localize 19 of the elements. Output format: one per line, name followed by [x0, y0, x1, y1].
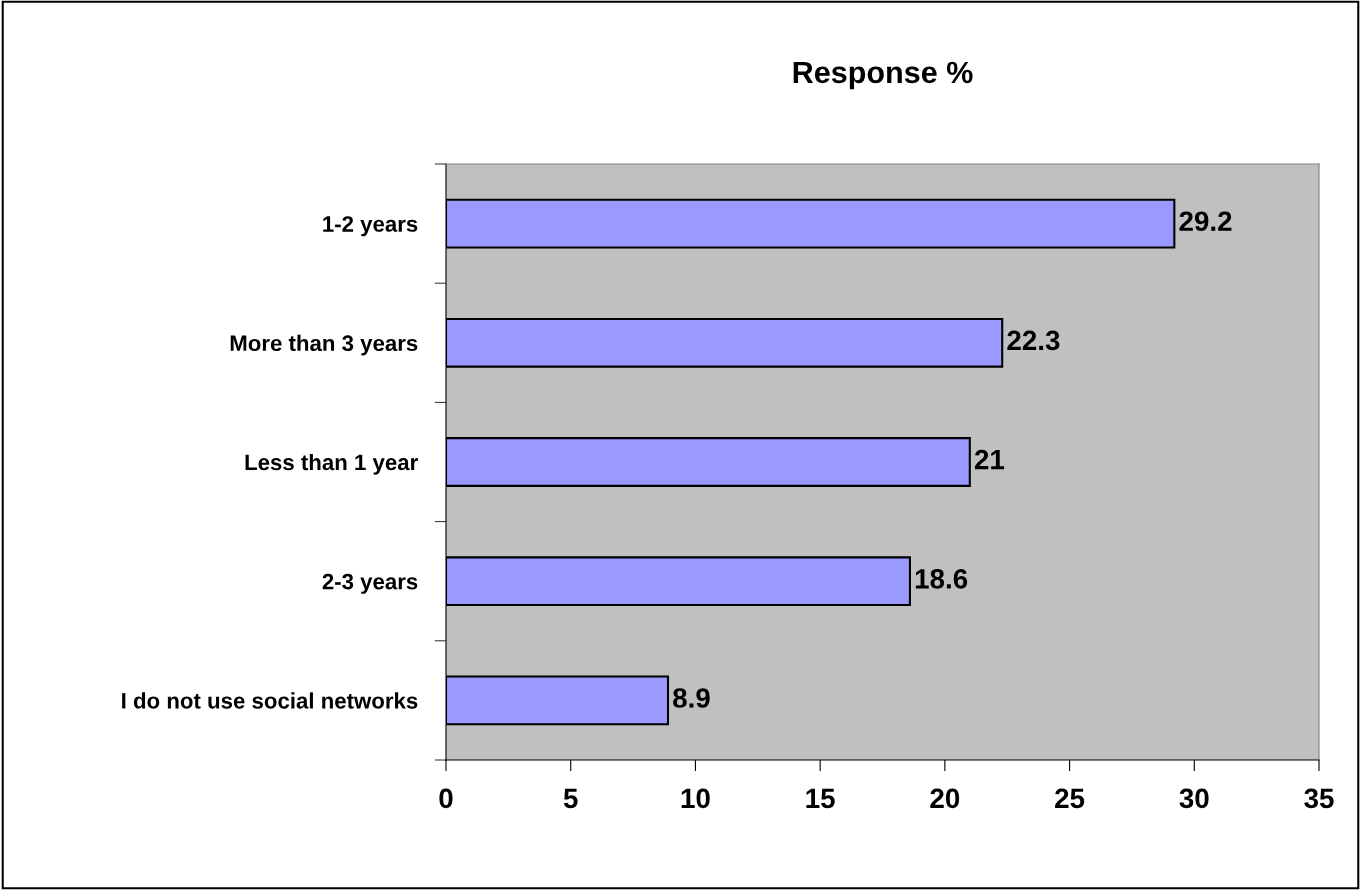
x-tick-label: 10	[681, 788, 710, 809]
x-tick-label: 20	[930, 788, 960, 809]
data-label: 8.9	[673, 688, 710, 708]
x-tick-label: 30	[1179, 788, 1209, 809]
y-tick-label: More than 3 years	[230, 334, 418, 356]
y-tick-label: I do not use social networks	[122, 692, 418, 709]
data-label: 18.6	[915, 568, 968, 589]
x-tick-label: 25	[1055, 788, 1085, 809]
data-label: 22.3	[1007, 330, 1060, 351]
data-label: 29.2	[1179, 211, 1232, 232]
x-tick-label: 35	[1304, 788, 1334, 809]
x-tick-label: 5	[563, 788, 578, 809]
y-tick-label: 1-2 years	[323, 216, 418, 237]
y-tick-label: Less than 1 year	[245, 453, 418, 475]
y-tick-label: 2-3 years	[322, 573, 418, 594]
chart-title: Response %	[793, 61, 973, 90]
x-tick-label: 15	[806, 788, 835, 809]
data-label: 21	[974, 449, 1005, 470]
x-tick-label: 0	[439, 788, 453, 809]
